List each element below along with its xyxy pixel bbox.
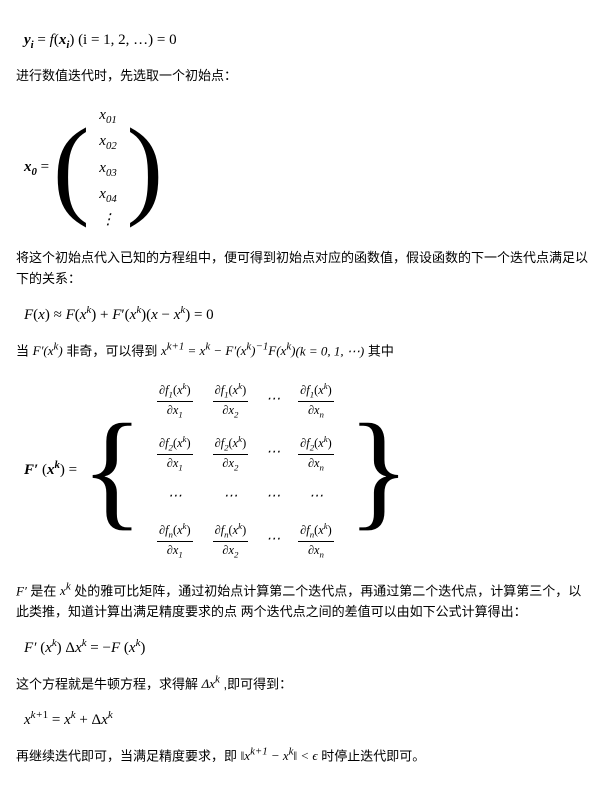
- equation-6: xk+1 = xk + Δxk: [24, 707, 591, 732]
- paragraph-1: 进行数值迭代时，先选取一个初始点：: [16, 66, 591, 87]
- paragraph-2: 将这个初始点代入已知的方程组中，便可得到初始点对应的函数值，假设函数的下一个迭代…: [16, 248, 591, 290]
- equation-3: F(x) ≈ F(xk) + F′(xk)(x − xk) = 0: [24, 302, 591, 327]
- jacobian-equation: F′ (xk) = { ∂f1(xk)∂x1∂f1(xk)∂x2⋯∂f1(xk)…: [24, 374, 591, 567]
- equation-1: yi = f(xi) (i = 1, 2, …) = 0: [24, 28, 591, 54]
- paragraph-4: F′ 是在 xk 处的雅可比矩阵，通过初始点计算第二个迭代点，再通过第二个迭代点…: [16, 579, 591, 623]
- equation-5: F′ (xk) Δxk = −F (xk): [24, 635, 591, 660]
- equation-2: x0 = ( x01x02x03x04⋮ ): [24, 99, 591, 236]
- paragraph-6: 再继续迭代即可，当满足精度要求，即 ‖xk+1 − xk‖ < ϵ 时停止迭代即…: [16, 744, 591, 767]
- paragraph-3: 当 F′(xk) 非奇，可以得到 xk+1 = xk − F′(xk)−1F(x…: [16, 339, 591, 362]
- paragraph-5: 这个方程就是牛顿方程，求得解 Δxk ,即可得到：: [16, 672, 591, 695]
